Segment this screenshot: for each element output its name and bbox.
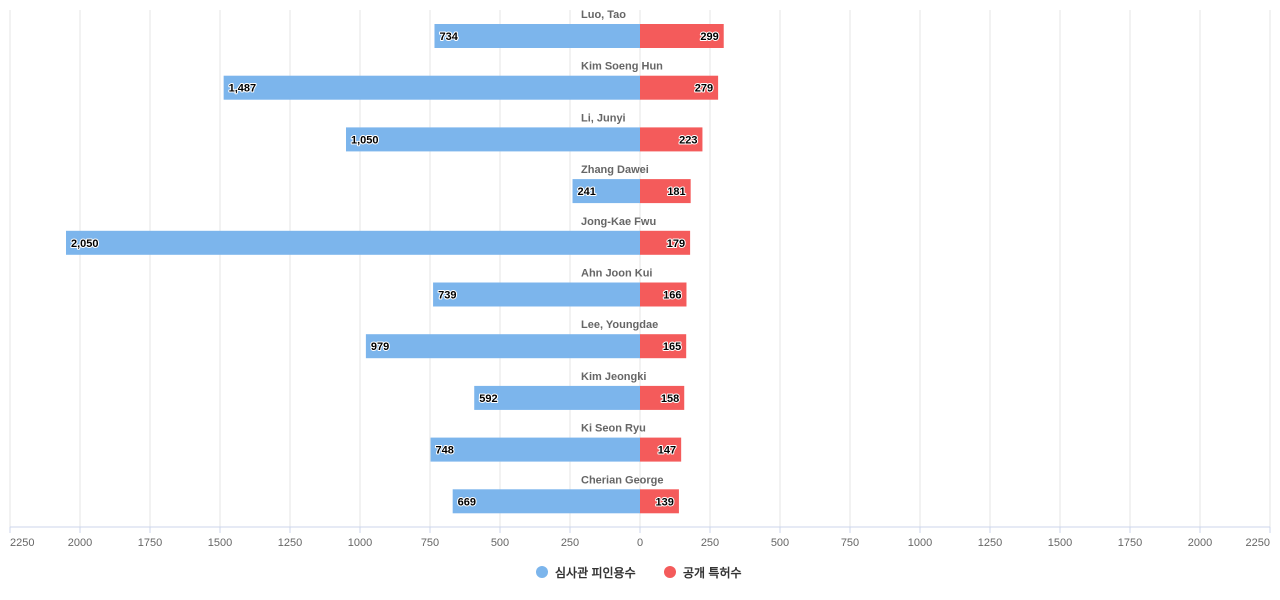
category-label: Lee, Youngdae <box>581 319 658 331</box>
x-tick-label: 1000 <box>908 537 932 549</box>
data-label-left: 2,050 <box>71 238 99 250</box>
legend[interactable]: 심사관 피인용수 공개 특허수 <box>536 565 742 580</box>
legend-label: 공개 특허수 <box>683 565 742 580</box>
bar-left <box>66 230 640 255</box>
category-label: Kim Jeongki <box>581 371 646 383</box>
category-label: Jong-Kae Fwu <box>581 216 656 228</box>
data-label-right: 166 <box>663 290 681 302</box>
bar-left <box>365 334 640 359</box>
x-tick-label: 2000 <box>1188 537 1212 549</box>
data-label-left: 748 <box>436 445 454 457</box>
x-tick-label: 500 <box>491 537 509 549</box>
x-tick-label: 2250 <box>1246 537 1270 549</box>
data-label-right: 158 <box>661 393 679 405</box>
x-tick-label: 1250 <box>978 537 1002 549</box>
bar-left <box>572 179 640 204</box>
data-label-left: 1,050 <box>351 134 379 146</box>
legend-label: 심사관 피인용수 <box>555 565 636 580</box>
data-label-left: 241 <box>578 186 596 198</box>
data-labels: 734 299 1,487 279 1,050 223 241 181 2,050 179 739 1… <box>70 30 720 509</box>
x-tick-label: 250 <box>701 537 719 549</box>
x-tick-label: 1250 <box>278 537 302 549</box>
category-label: Ahn Joon Kui <box>581 268 653 280</box>
x-tick-label: 750 <box>421 537 439 549</box>
bar-right <box>640 230 691 255</box>
data-label-right: 165 <box>663 341 681 353</box>
bar-right <box>640 437 682 462</box>
data-label-right: 147 <box>658 445 676 457</box>
category-label: Cherian George <box>581 474 664 486</box>
x-tick-label: 2000 <box>68 537 92 549</box>
bar-right <box>640 489 679 514</box>
x-tick-label: 1000 <box>348 537 372 549</box>
bar-right <box>640 334 687 359</box>
bar-left <box>474 385 640 410</box>
category-label: Luo, Tao <box>581 9 626 21</box>
legend-item[interactable]: 공개 특허수 <box>664 565 742 580</box>
data-label-left: 739 <box>438 290 456 302</box>
data-label-right: 179 <box>667 238 685 250</box>
bar-right <box>640 75 719 100</box>
x-tick-label: 2250 <box>10 537 34 549</box>
legend-marker <box>536 566 548 578</box>
x-tick-label: 0 <box>637 537 643 549</box>
x-tick-label: 1500 <box>1048 537 1072 549</box>
bar-left <box>452 489 640 514</box>
category-label: Kim Soeng Hun <box>581 61 663 73</box>
data-label-right: 223 <box>679 134 697 146</box>
bar-right <box>640 385 685 410</box>
bar-right <box>640 127 703 152</box>
category-labels: Luo, Tao Kim Soeng Hun Li, Junyi Zhang Dawe… <box>581 9 664 486</box>
data-label-right: 299 <box>700 31 718 43</box>
x-tick-label: 1750 <box>138 537 162 549</box>
category-label: Ki Seon Ryu <box>581 423 646 435</box>
data-label-right: 181 <box>667 186 685 198</box>
category-label: Zhang Dawei <box>581 164 649 176</box>
bar-left <box>430 437 640 462</box>
x-tick-label: 500 <box>771 537 789 549</box>
x-tick-label: 250 <box>561 537 579 549</box>
x-tick-label: 750 <box>841 537 859 549</box>
bar-left <box>223 75 640 100</box>
bar-left <box>433 282 640 307</box>
data-label-left: 734 <box>439 31 458 43</box>
x-tick-label: 1500 <box>208 537 232 549</box>
data-label-left: 979 <box>371 341 389 353</box>
bar-left <box>346 127 640 152</box>
data-label-right: 279 <box>695 83 713 95</box>
bar-left <box>434 24 640 48</box>
bars <box>66 24 724 514</box>
legend-marker <box>664 566 676 578</box>
data-label-left: 1,487 <box>229 83 257 95</box>
bar-right <box>640 282 687 307</box>
x-axis: 2250 2000 1750 1500 1250 1000 750 500 250 0 250 500… <box>9 526 1271 549</box>
bar-right <box>640 24 724 48</box>
category-label: Li, Junyi <box>581 112 626 124</box>
data-label-left: 592 <box>479 393 497 405</box>
bar-right <box>640 179 691 204</box>
data-label-right: 139 <box>656 496 674 508</box>
x-tick-label: 1750 <box>1118 537 1142 549</box>
data-label-left: 669 <box>458 496 476 508</box>
legend-item[interactable]: 심사관 피인용수 <box>536 565 636 580</box>
